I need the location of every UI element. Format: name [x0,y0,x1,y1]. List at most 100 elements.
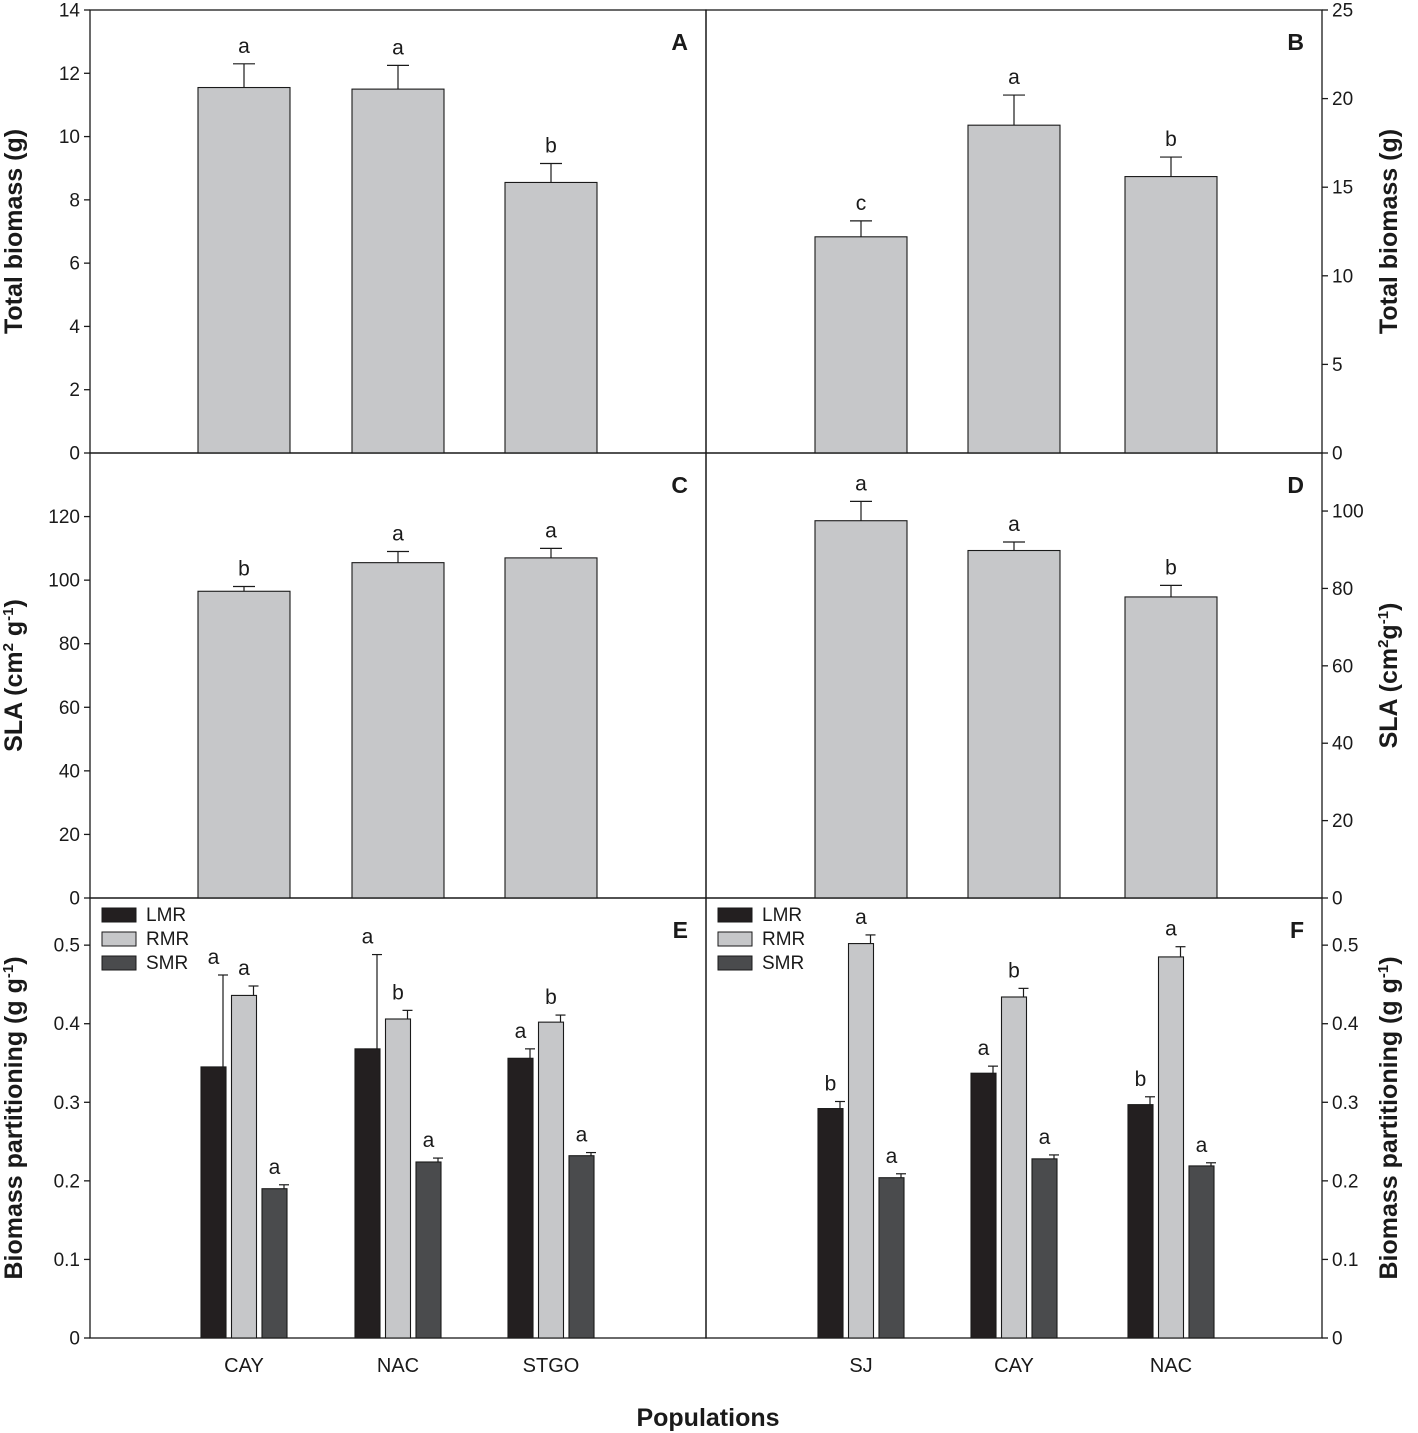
bar [1000,996,1028,1339]
y-tick-label: 5 [1332,355,1343,376]
y-axis-title-superscript: 2 [0,643,17,651]
legend-swatch [717,907,753,923]
y-tick-label: 0 [69,889,80,910]
y-axis-title-part: ) [0,599,28,607]
y-tick-label: 10 [59,127,80,148]
significance-letter: a [515,1020,527,1043]
panel-c: 0 20 40 60 80 100 120 SLA (cm2 g-1) Cb a a [0,452,707,910]
bar [197,86,291,454]
y-tick-label: 0.5 [1332,936,1358,957]
legend-label: SMR [762,953,804,974]
y-tick-label: 0.1 [1332,1250,1358,1271]
y-tick-label: 4 [69,317,80,338]
bar [568,1155,595,1339]
x-axis-title: Populations [636,1404,779,1432]
y-axis-title: Total biomass (g) [0,129,28,334]
significance-letter: a [1008,513,1020,536]
y-tick-label: 0 [1332,889,1343,910]
bar [847,943,875,1339]
y-tick-label: 20 [1332,811,1353,832]
x-tick-label: NAC [377,1355,419,1377]
y-tick-label: 0.4 [54,1014,81,1035]
panel-f: 0 0.1 0.2 0.3 0.4 0.5 Biomass partitioning (g … [705,897,1403,1377]
panel-letter: C [671,472,688,498]
y-axis-title-part: Total biomass (g) [0,129,28,334]
y-tick-label: 0.1 [54,1250,80,1271]
significance-letter: a [423,1129,435,1152]
bar [197,590,291,899]
bar [814,520,908,899]
y-axis-title-superscript: -1 [0,607,17,620]
panel-a: 0 2 4 6 8 10 12 14 Total biomass (g) Aa a b [0,1,707,465]
y-tick-label: 80 [1332,579,1353,600]
significance-letter: b [545,986,557,1009]
y-tick-label: 0 [1332,1329,1343,1350]
y-tick-label: 40 [59,761,80,782]
y-axis-title-part: g [0,621,28,643]
y-tick-label: 0.4 [1332,1014,1359,1035]
bar [354,1048,381,1339]
y-axis-title-part: Biomass partitioning (g g [0,978,28,1279]
significance-letter: a [545,519,557,542]
y-tick-label: 0 [69,444,80,465]
y-tick-label: 20 [1332,89,1353,110]
panel-letter: A [671,29,688,55]
bar [967,549,1061,899]
bar [351,88,445,454]
x-tick-label: CAY [994,1355,1034,1377]
legend-swatch [717,955,753,971]
panel-b: 0 5 10 15 20 25 Total biomass (g) Bc a b [705,1,1403,465]
bar [507,1057,534,1339]
y-tick-label: 0.2 [1332,1171,1358,1192]
significance-letter: a [978,1037,990,1060]
y-tick-label: 20 [59,825,80,846]
significance-letter: a [1039,1126,1051,1149]
x-tick-label: SJ [849,1355,872,1377]
y-tick-label: 120 [48,507,80,528]
legend-swatch [717,931,753,947]
significance-letter: a [1008,66,1020,89]
bar [1124,176,1218,454]
y-tick-label: 100 [1332,502,1364,523]
significance-letter: a [855,906,867,929]
x-tick-label: CAY [224,1355,264,1377]
legend-label: RMR [762,929,805,950]
bar [537,1021,565,1339]
bar [504,181,598,454]
bar [504,557,598,899]
bar [415,1161,442,1339]
significance-letter: a [886,1145,898,1168]
y-tick-label: 10 [1332,266,1353,287]
y-axis-title: SLA (cm2g-1) [1375,603,1403,749]
significance-letter: a [238,35,250,58]
bar [1127,1104,1154,1339]
panel-d: 0 20 40 60 80 100 SLA (cm2g-1) Da a b [705,452,1403,910]
y-tick-label: 25 [1332,1,1353,22]
panel-e: 0 0.1 0.2 0.3 0.4 0.5 Biomass partitioning (g … [0,897,707,1377]
significance-letter: c [856,192,867,215]
y-axis-title: Total biomass (g) [1375,129,1403,334]
y-axis-title: SLA (cm2 g-1) [0,599,28,752]
y-axis-title-part: g [1375,624,1403,639]
panel-letter: B [1287,29,1304,55]
y-tick-label: 2 [69,380,80,401]
y-axis-title-part: SLA (cm [0,651,28,751]
panel-letter: F [1290,917,1304,943]
y-tick-label: 0 [69,1329,80,1350]
legend-label: RMR [146,929,189,950]
y-tick-label: 60 [59,698,80,719]
significance-letter: a [269,1156,281,1179]
legend-label: LMR [762,905,802,926]
significance-letter: b [1165,556,1177,579]
y-tick-label: 0.2 [54,1171,80,1192]
significance-letter: a [576,1124,588,1147]
y-axis-title-superscript: -1 [1375,965,1392,978]
bar [878,1177,905,1339]
bar [261,1188,288,1339]
bar [967,124,1061,454]
significance-letter: a [1165,918,1177,941]
y-tick-label: 12 [59,64,80,85]
y-axis-title: Biomass partitioning (g g-1) [1375,956,1403,1279]
significance-letter: a [238,957,250,980]
